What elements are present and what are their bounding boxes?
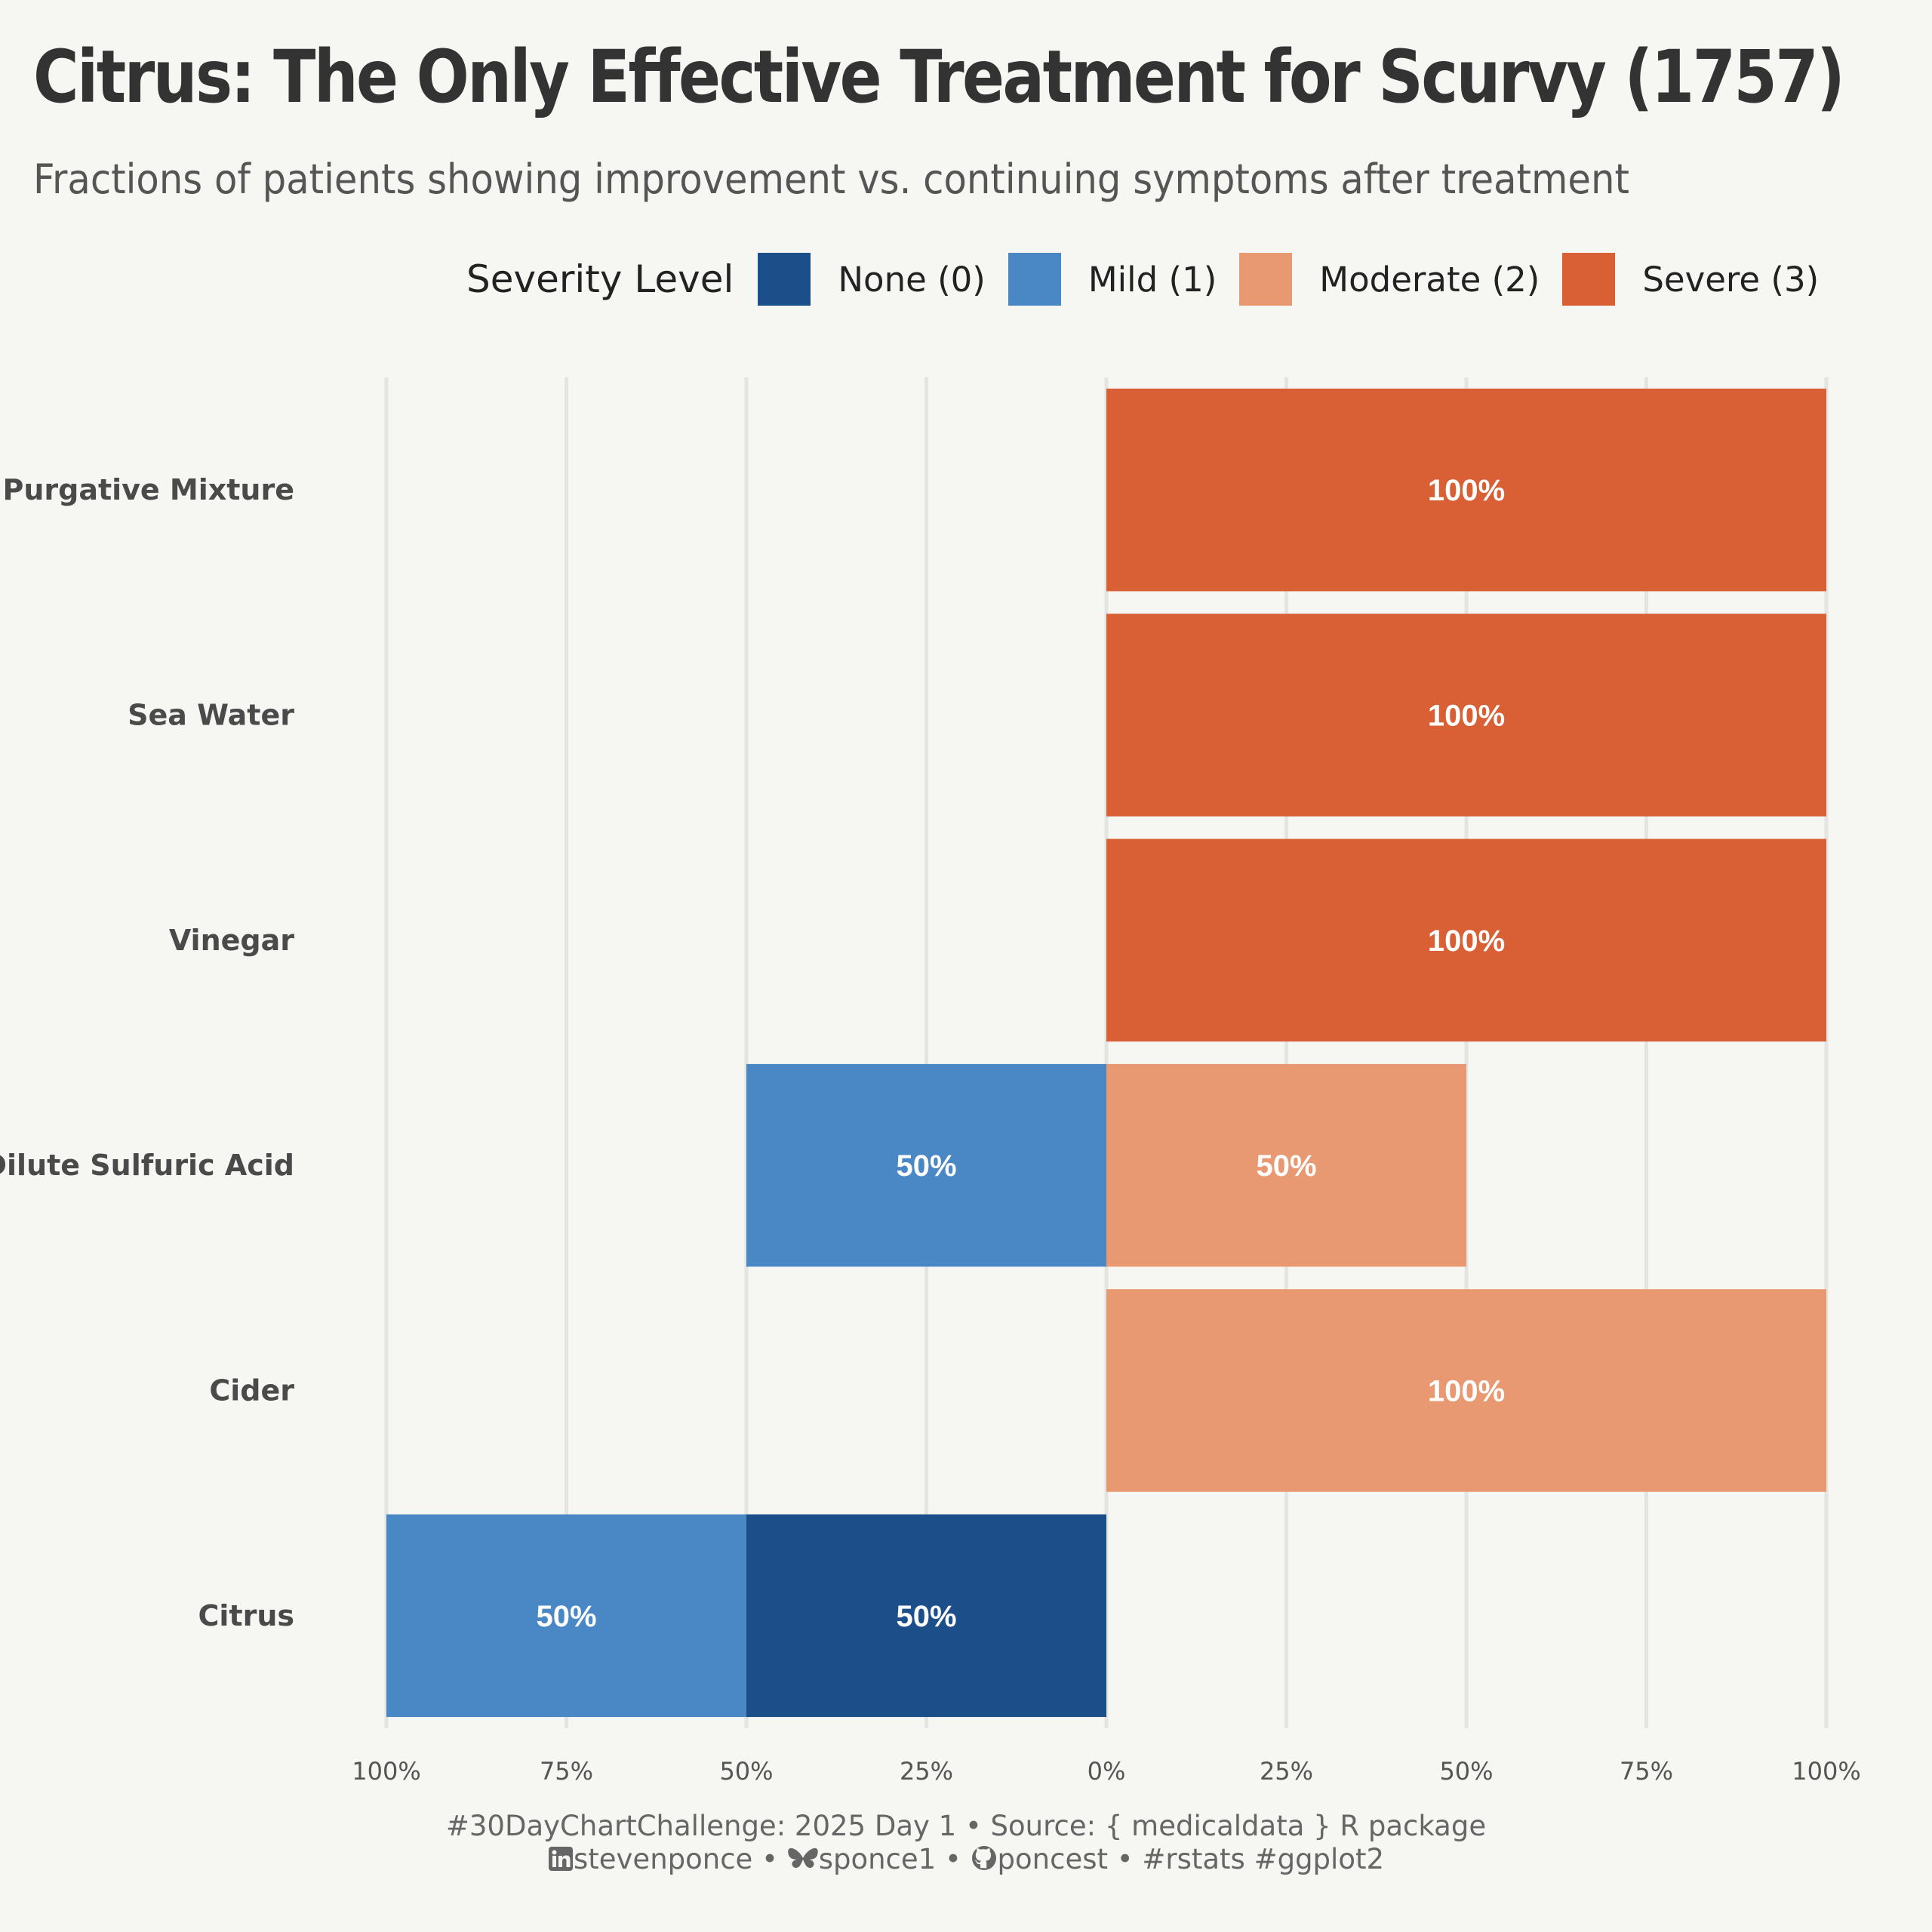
diverging-bar-chart: 100% 100% 100% 50% 50% 100% 50% 50% Purgative M… [0,377,1861,1786]
x-tick-label: 50% [719,1757,773,1786]
legend-item-mild: Mild (1) [1008,253,1217,306]
caption-line2: stevenponce • sponce1 • poncest • #rstat… [0,1843,1932,1876]
legend-swatch-mild [1008,253,1061,306]
legend-label-moderate: Moderate (2) [1319,259,1540,300]
x-tick-label: 25% [1260,1757,1313,1786]
y-axis-label-dilute-sulfuric-acid: Dilute Sulfuric Acid [0,1149,294,1182]
caption: #30DayChartChallenge: 2025 Day 1 • Sourc… [0,1810,1932,1876]
bar-data-labels: 100% 100% 100% 50% 50% 100% 50% 50% [536,474,1505,1633]
bar-purgative-mixture-severe-3 [1106,388,1826,592]
legend-item-moderate: Moderate (2) [1239,253,1540,306]
legend-swatch-severe [1562,253,1616,306]
data-label: 100% [1428,924,1505,958]
legend-title: Severity Level [466,257,734,301]
linkedin-handle: stevenponce [573,1843,753,1875]
x-tick-label: 50% [1439,1757,1493,1786]
caption-separator: • [936,1843,971,1875]
bar-cider-moderate-2 [1106,1289,1826,1492]
legend-item-severe: Severe (3) [1562,253,1819,306]
grid-lines [384,377,1829,1728]
y-axis-label-citrus: Citrus [198,1599,295,1632]
caption-tags: • #rstats #ggplot2 [1108,1843,1385,1875]
x-tick-label: 100% [1792,1757,1860,1786]
data-label: 50% [1256,1149,1316,1183]
caption-separator: • [752,1843,787,1875]
bar-citrus-none-0 [746,1514,1106,1718]
data-label: 100% [1428,474,1505,507]
x-tick-label: 75% [540,1757,593,1786]
legend-swatch-none [758,253,811,306]
x-axis-tick-labels: 100% 75% 50% 25% 0% 25% 50% 75% 100% [352,1757,1860,1786]
x-tick-label: 100% [352,1757,420,1786]
bar-vinegar-severe-3 [1106,838,1826,1042]
data-label: 100% [1428,700,1505,733]
data-label: 50% [536,1600,596,1633]
bar-dilute-sulfuric-acid-moderate-2 [1106,1063,1466,1267]
y-axis-label-purgative-mixture: Purgative Mixture [2,473,294,506]
legend-item-none: None (0) [758,253,986,306]
x-tick-label: 25% [900,1757,953,1786]
legend: Severity Level None (0) Mild (1) Moderat… [466,252,1841,306]
github-icon [971,1846,996,1870]
y-axis-label-vinegar: Vinegar [169,924,294,957]
github-handle: poncest [997,1843,1109,1875]
linkedin-icon [548,1847,573,1871]
bluesky-icon [787,1847,818,1868]
legend-label-mild: Mild (1) [1088,259,1217,300]
x-tick-label: 75% [1620,1757,1673,1786]
data-label: 50% [896,1600,956,1633]
legend-swatch-moderate [1239,253,1293,306]
bar-citrus-mild-1 [386,1514,746,1718]
bar-sea-water-severe-3 [1106,614,1826,817]
chart-subtitle: Fractions of patients showing improvemen… [33,155,1629,203]
legend-label-severe: Severe (3) [1642,259,1820,300]
bar-dilute-sulfuric-acid-mild-1 [746,1063,1106,1267]
y-axis-label-sea-water: Sea Water [128,699,294,732]
chart-title: Citrus: The Only Effective Treatment for… [33,35,1845,119]
data-label: 100% [1428,1375,1505,1408]
caption-line1: #30DayChartChallenge: 2025 Day 1 • Sourc… [445,1810,1487,1842]
bluesky-handle: sponce1 [818,1843,937,1875]
legend-label-none: None (0) [838,259,986,300]
x-tick-label: 0% [1088,1757,1126,1786]
data-label: 50% [896,1149,956,1183]
bars [386,388,1826,1718]
y-axis-labels: Purgative Mixture Sea Water Vinegar Dilute … [0,473,294,1632]
y-axis-label-cider: Cider [209,1374,294,1407]
